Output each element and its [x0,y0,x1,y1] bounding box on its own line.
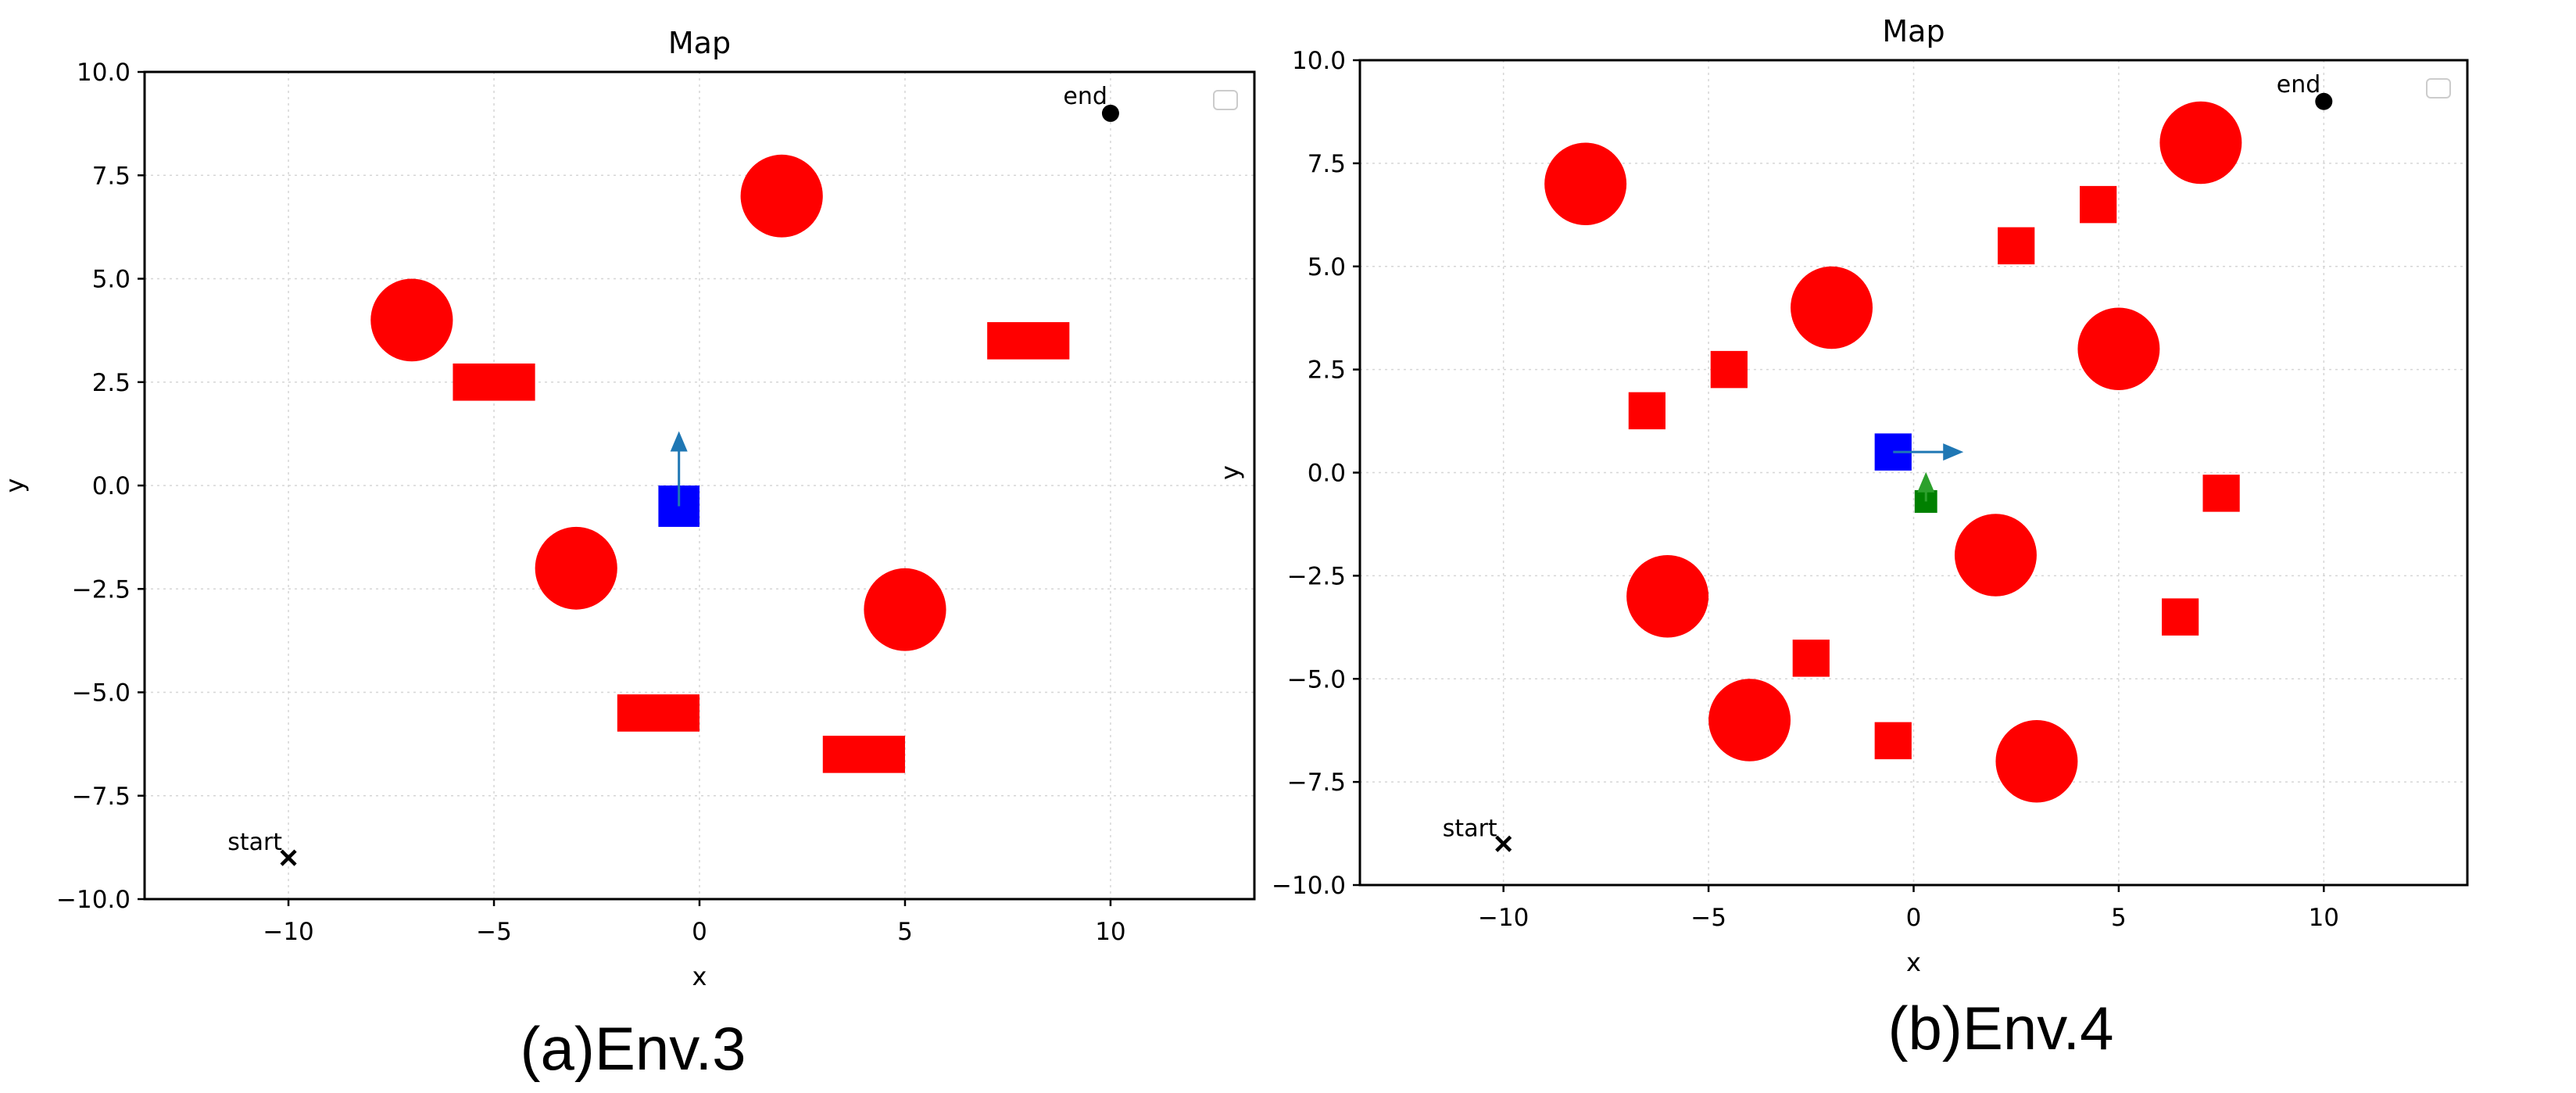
y-tick-label: −5.0 [72,679,131,708]
rect-obstacle [1874,722,1912,760]
y-tick-label: 7.5 [92,162,131,190]
x-tick-label: −10 [1478,904,1529,932]
end-marker [1101,104,1119,122]
x-tick-label: 0 [692,918,707,946]
x-tick-label: 0 [1906,904,1922,932]
panel-caption: (a)Env.3 [521,1014,746,1083]
x-tick-label: −5 [1690,904,1726,932]
y-tick-label: −10.0 [1272,872,1346,900]
y-tick-label: 0.0 [1308,460,1346,488]
y-tick-label: −2.5 [1287,562,1346,590]
circle-obstacle [864,568,946,651]
y-tick-label: 5.0 [1308,253,1346,281]
chart-panel-2: start end −10 −5 0 5 10 −10.0 −7.5 −5.0 −2.5 0.0 2.5… [1215,14,2469,1063]
y-tick-label: −7.5 [72,783,131,811]
end-label: end [2277,71,2321,99]
end-marker [2315,92,2333,110]
circle-obstacle [1954,514,2037,597]
circle-obstacle [2077,307,2160,390]
y-tick-label: −10.0 [56,886,131,914]
circle-obstacle [1791,266,1873,349]
x-tick-label: 5 [897,918,913,946]
heading-arrow-head [1943,443,1964,461]
circle-obstacle [2159,101,2242,185]
circle-obstacle [740,154,823,238]
chart-title: Map [1882,14,1945,48]
x-tick-label: −5 [476,918,512,946]
y-tick-label: 10.0 [77,59,131,87]
y-axis-label: y [0,478,30,493]
rect-obstacle [1628,392,1665,430]
y-axis-label: y [1215,465,1245,480]
y-tick-label: −2.5 [72,575,131,604]
circle-obstacle [1544,142,1627,225]
start-label: start [1443,815,1497,842]
legend-box [2426,78,2451,99]
y-tick-label: −7.5 [1287,769,1346,797]
circle-obstacle [535,526,617,610]
circle-obstacle [370,278,453,362]
circle-obstacle [1626,555,1709,638]
start-marker [1495,835,1512,852]
rect-obstacle [987,322,1070,360]
rect-obstacle [617,694,699,732]
y-tick-label: 5.0 [92,266,131,294]
y-tick-label: 2.5 [92,369,131,397]
panel-caption: (b)Env.4 [1888,994,2114,1063]
heading-arrow-head [1917,471,1935,493]
end-label: end [1063,83,1107,110]
x-axis-label: x [692,962,707,991]
circle-obstacle [1708,679,1791,762]
x-tick-label: −10 [263,918,313,946]
rect-obstacle [1710,350,1748,389]
heading-arrow-head [670,431,688,452]
y-tick-label: 0.0 [92,472,131,500]
circle-obstacle [1995,720,2078,803]
x-tick-label: 10 [1095,918,1125,946]
rect-obstacle [2202,475,2240,512]
y-tick-label: −5.0 [1287,665,1346,693]
rect-obstacle [2162,598,2199,636]
rect-obstacle [1998,227,2035,265]
x-tick-label: 5 [2111,904,2127,932]
rect-obstacle [1792,640,1830,677]
y-tick-label: 10.0 [1292,47,1346,75]
chart-panel-1: start end −10 −5 0 5 10 −10.0 −7.5 −5.0 −2.5 0.0 2.5… [0,26,1256,1083]
rect-obstacle [2080,185,2117,224]
rect-obstacle [822,736,905,773]
y-tick-label: 7.5 [1308,150,1346,178]
x-tick-label: 10 [2309,904,2339,932]
rect-obstacle [453,363,535,401]
y-tick-label: 2.5 [1308,357,1346,385]
x-axis-label: x [1906,948,1921,977]
start-marker [280,849,297,866]
legend-box [1213,90,1238,110]
chart-title: Map [668,26,731,60]
start-label: start [227,829,282,856]
